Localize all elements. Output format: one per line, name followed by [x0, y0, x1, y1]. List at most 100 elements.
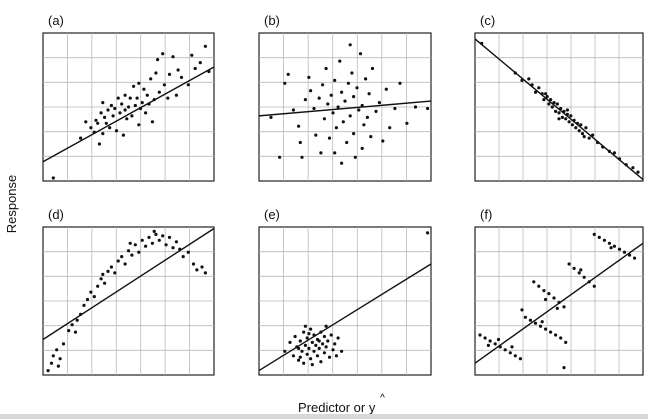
- data-point: [567, 120, 571, 124]
- data-point: [587, 136, 591, 140]
- data-point: [486, 343, 490, 347]
- data-point: [152, 229, 156, 233]
- data-point: [496, 337, 501, 342]
- data-point: [336, 336, 340, 340]
- data-point: [584, 126, 588, 130]
- data-point: [46, 369, 50, 373]
- panel-3: (c): [474, 13, 644, 182]
- data-point: [89, 290, 93, 294]
- panel-label: (e): [264, 207, 280, 222]
- data-point: [329, 93, 333, 97]
- data-point: [297, 124, 301, 128]
- data-point: [579, 123, 583, 127]
- data-point: [591, 133, 595, 137]
- data-point: [149, 77, 153, 81]
- data-point: [493, 342, 497, 346]
- data-point: [374, 109, 378, 113]
- data-point: [135, 96, 139, 100]
- data-point: [200, 265, 204, 269]
- data-point: [128, 96, 132, 100]
- data-point: [628, 253, 632, 257]
- data-point: [319, 360, 323, 364]
- data-point: [350, 71, 354, 75]
- data-point: [550, 105, 554, 109]
- data-point: [596, 140, 600, 145]
- data-point: [345, 140, 349, 145]
- data-point: [338, 59, 342, 63]
- data-point: [587, 280, 591, 284]
- data-point: [140, 101, 144, 105]
- data-point: [283, 81, 287, 85]
- data-point: [302, 330, 306, 334]
- data-point: [114, 129, 119, 133]
- data-point: [309, 89, 313, 93]
- data-point: [113, 271, 117, 275]
- data-point: [51, 176, 55, 180]
- y-axis-label: Response: [4, 175, 19, 234]
- data-point: [174, 93, 178, 97]
- data-point: [298, 355, 302, 359]
- data-point: [130, 253, 134, 257]
- data-point: [545, 95, 549, 99]
- data-point: [161, 234, 165, 238]
- data-point: [137, 250, 141, 254]
- panel-4: (d): [42, 207, 215, 376]
- x-axis-label: Predictor or y: [298, 400, 376, 415]
- data-point: [574, 126, 578, 130]
- data-point: [624, 163, 628, 167]
- data-point: [362, 123, 366, 127]
- data-point: [334, 126, 338, 130]
- x-axis-label-symbol: y: [369, 400, 376, 415]
- data-point: [377, 101, 381, 105]
- data-point: [622, 250, 627, 254]
- data-point: [203, 44, 207, 48]
- panel-2: (b): [258, 13, 432, 182]
- data-point: [326, 339, 330, 343]
- data-point: [297, 358, 301, 362]
- data-point: [398, 81, 402, 85]
- data-point: [562, 366, 566, 370]
- data-point: [152, 98, 156, 102]
- data-point: [166, 96, 170, 100]
- data-point: [137, 81, 141, 85]
- data-point: [157, 90, 161, 94]
- data-point: [567, 262, 571, 266]
- data-point: [575, 121, 580, 125]
- data-point: [597, 235, 601, 239]
- data-point: [336, 105, 340, 109]
- data-point: [157, 238, 161, 242]
- data-point: [555, 102, 559, 106]
- data-point: [314, 343, 318, 347]
- bottom-rule: [0, 414, 648, 419]
- data-point: [106, 269, 110, 273]
- data-point: [580, 132, 585, 136]
- data-point: [314, 133, 318, 137]
- data-point: [544, 327, 548, 331]
- data-point: [564, 340, 568, 344]
- data-point: [154, 232, 158, 236]
- panel-label: (b): [264, 13, 280, 28]
- data-point: [565, 112, 570, 116]
- data-point: [167, 72, 172, 76]
- data-point: [547, 102, 551, 106]
- data-point: [333, 342, 337, 346]
- data-point: [142, 87, 146, 91]
- data-point: [508, 351, 512, 355]
- data-point: [357, 108, 361, 112]
- data-point: [108, 126, 112, 130]
- data-point: [312, 349, 316, 353]
- data-point: [193, 66, 197, 71]
- data-point: [340, 161, 344, 165]
- data-point: [154, 71, 158, 75]
- data-point: [132, 84, 136, 88]
- data-point: [547, 292, 551, 296]
- data-point: [147, 235, 151, 239]
- data-point: [540, 92, 544, 96]
- data-point: [118, 111, 122, 115]
- data-point: [413, 105, 418, 109]
- data-point: [307, 75, 311, 79]
- data-point: [67, 329, 71, 333]
- data-point: [125, 117, 129, 121]
- data-point: [557, 300, 561, 305]
- data-point: [528, 318, 533, 322]
